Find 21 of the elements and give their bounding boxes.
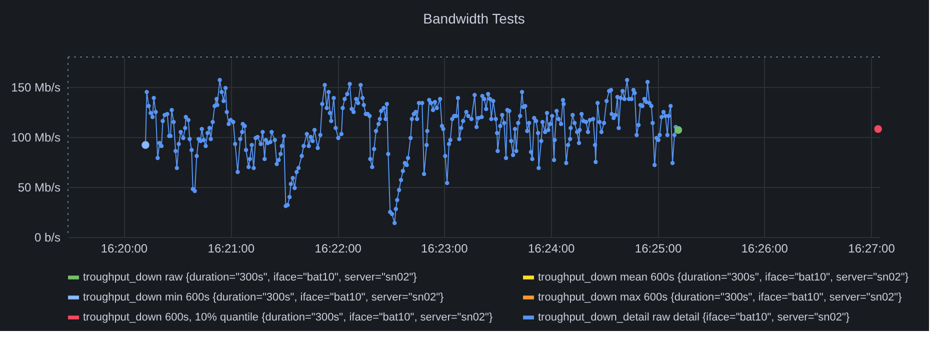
point bbox=[674, 126, 682, 134]
chart-title: Bandwidth Tests bbox=[423, 10, 525, 26]
legend-label: troughput_down min 600s {duration="300s", iface="bat10", server="sn02"} bbox=[83, 292, 444, 304]
legend-label: troughput_down_detail raw detail {iface="bat10", server="sn02"} bbox=[538, 312, 850, 324]
legend-label: troughput_down raw {duration="300s", iface="bat10", server="sn02"} bbox=[83, 272, 418, 284]
x-tick-label: 16:23:00 bbox=[421, 242, 468, 256]
legend-label: troughput_down mean 600s {duration="300s", iface="bat10", server="sn02"} bbox=[538, 272, 909, 284]
x-tick-label: 16:27:00 bbox=[848, 242, 896, 256]
y-tick-label: 150 Mb/s bbox=[11, 80, 60, 94]
y-tick-label: 50 Mb/s bbox=[18, 180, 60, 194]
x-tick-label: 16:25:00 bbox=[634, 242, 682, 256]
x-tick-label: 16:22:00 bbox=[314, 242, 362, 256]
y-tick-label: 100 Mb/s bbox=[11, 130, 60, 144]
x-tick-label: 16:26:00 bbox=[741, 242, 788, 256]
x-tick-label: 16:20:00 bbox=[100, 242, 148, 256]
legend-label: troughput_down max 600s {duration="300s", iface="bat10", server="sn02"} bbox=[538, 292, 902, 304]
y-tick-label: 0 b/s bbox=[34, 230, 60, 244]
point bbox=[874, 125, 882, 133]
x-tick-label: 16:21:00 bbox=[208, 242, 255, 256]
x-tick-label: 16:24:00 bbox=[528, 242, 576, 256]
legend-label: troughput_down 600s, 10% quantile {duration="300s", iface="bat10", server="sn02"} bbox=[83, 312, 493, 324]
